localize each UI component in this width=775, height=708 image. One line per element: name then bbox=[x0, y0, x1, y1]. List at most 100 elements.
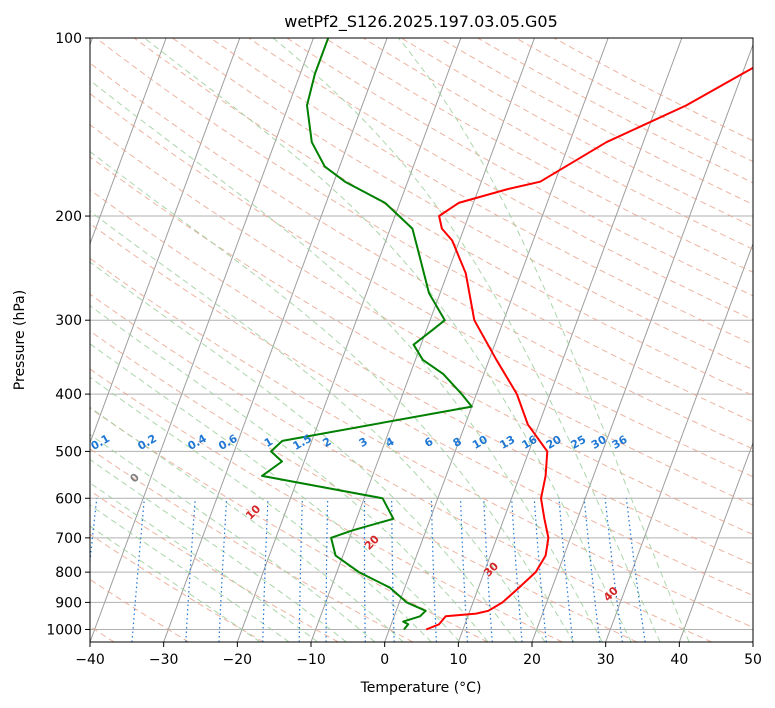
isotherm-line bbox=[90, 38, 314, 642]
moist-adiabat-line bbox=[90, 79, 603, 642]
isotherm-line bbox=[384, 38, 609, 642]
moist-adiabat-line bbox=[90, 261, 517, 642]
dry-adiabat-line bbox=[515, 38, 753, 163]
x-axis-title: Temperature (°C) bbox=[360, 680, 482, 696]
mixing-ratio-line bbox=[218, 498, 228, 642]
y-axis-title: Pressure (hPa) bbox=[12, 290, 28, 390]
dry-adiabat-label: 0 bbox=[127, 470, 142, 485]
mixing-ratio-line bbox=[298, 498, 303, 642]
dry-adiabat-line bbox=[90, 407, 488, 642]
mixing-ratio-label: 13 bbox=[497, 433, 517, 452]
dewpoint-profile-line bbox=[261, 38, 473, 631]
mixing-ratio-label: 36 bbox=[610, 433, 630, 452]
mixing-ratio-line bbox=[391, 498, 395, 642]
isotherm-line bbox=[90, 38, 167, 246]
x-tick-label: −40 bbox=[75, 652, 105, 668]
dry-adiabat-line bbox=[90, 189, 753, 566]
dry-adiabat-line bbox=[90, 578, 190, 642]
mixing-ratio-line bbox=[131, 498, 145, 642]
dry-adiabat-line bbox=[90, 533, 264, 642]
dry-adiabat-line bbox=[248, 38, 753, 321]
y-tick-label: 500 bbox=[55, 444, 82, 460]
isotherm-line bbox=[605, 242, 753, 642]
x-tick-label: −20 bbox=[223, 652, 253, 668]
dry-adiabat-line bbox=[90, 257, 753, 628]
y-tick-label: 200 bbox=[55, 209, 82, 225]
moist-adiabat-line bbox=[90, 525, 261, 642]
mixing-ratio-line bbox=[363, 498, 366, 642]
y-tick-label: 700 bbox=[55, 531, 82, 547]
mixing-ratio-label: 8 bbox=[451, 435, 464, 450]
y-tick-label: 900 bbox=[55, 595, 82, 611]
mixing-ratio-line bbox=[185, 498, 196, 642]
mixing-ratio-line bbox=[90, 498, 98, 567]
isotherm-line bbox=[531, 43, 753, 642]
moist-adiabat-line bbox=[90, 482, 319, 642]
dry-adiabat-line bbox=[90, 330, 638, 642]
temperature-profile-line bbox=[425, 66, 753, 631]
dry-adiabat-label: 10 bbox=[243, 502, 263, 522]
moist-adiabat-line bbox=[90, 504, 290, 642]
mixing-ratio-line bbox=[483, 498, 493, 642]
isotherm-line bbox=[90, 38, 241, 445]
isotherm-line bbox=[236, 38, 462, 642]
y-tick-label: 100 bbox=[55, 31, 82, 47]
dry-adiabat-line bbox=[90, 368, 563, 642]
dry-adiabat-line bbox=[439, 38, 753, 206]
mixing-ratio-label: 4 bbox=[383, 435, 396, 450]
moist-adiabat-line bbox=[90, 406, 404, 642]
dry-adiabat-label: 20 bbox=[362, 532, 382, 552]
isotherm-line bbox=[310, 38, 535, 642]
x-tick-label: 30 bbox=[597, 652, 615, 668]
x-tick-label: 50 bbox=[744, 652, 762, 668]
dry-adiabat-line bbox=[401, 38, 753, 228]
x-tick-label: −30 bbox=[149, 652, 179, 668]
mixing-ratio-line bbox=[533, 498, 547, 642]
background-lines-layer bbox=[90, 38, 753, 642]
mixing-ratio-line bbox=[430, 498, 437, 642]
moist-adiabat-line bbox=[398, 38, 690, 642]
y-tick-label: 1000 bbox=[46, 622, 82, 638]
mixing-ratio-label: 3 bbox=[357, 435, 370, 450]
mixing-ratio-label: 0.4 bbox=[185, 432, 209, 453]
plot-frame bbox=[89, 37, 754, 643]
moist-adiabat-line bbox=[143, 38, 632, 642]
y-tick-label: 400 bbox=[55, 387, 82, 403]
mixing-ratio-line bbox=[459, 498, 469, 642]
dry-adiabat-line bbox=[90, 124, 753, 506]
moist-adiabat-line bbox=[90, 305, 489, 642]
mixing-ratio-line bbox=[558, 498, 574, 642]
dry-adiabat-line bbox=[90, 448, 414, 642]
mixing-ratio-line bbox=[625, 498, 646, 642]
isotherm-line bbox=[678, 441, 753, 642]
dry-adiabat-line bbox=[90, 92, 753, 478]
x-tick-label: 20 bbox=[523, 652, 541, 668]
moist-adiabat-line bbox=[90, 376, 432, 642]
y-tick-label: 300 bbox=[55, 313, 82, 329]
chart-title: wetPf2_S126.2025.197.03.05.G05 bbox=[284, 12, 558, 32]
dry-adiabat-line bbox=[133, 38, 753, 397]
x-tick-label: 10 bbox=[449, 652, 467, 668]
dry-adiabat-line bbox=[90, 223, 753, 597]
mixing-ratio-label: 0.1 bbox=[89, 432, 112, 453]
y-tick-label: 600 bbox=[55, 491, 82, 507]
mixing-ratio-line bbox=[325, 498, 329, 642]
mixing-ratio-label: 1 bbox=[262, 435, 275, 450]
mixing-ratio-label: 20 bbox=[544, 433, 564, 452]
mixing-ratio-line bbox=[262, 498, 269, 642]
dry-adiabat-line bbox=[90, 293, 712, 642]
dry-adiabat-line bbox=[90, 490, 339, 642]
x-tick-label: 0 bbox=[380, 652, 389, 668]
isotherm-line bbox=[457, 38, 683, 642]
dry-adiabat-label: 30 bbox=[481, 559, 501, 579]
x-tick-label: −10 bbox=[296, 652, 326, 668]
y-tick-label: 800 bbox=[55, 565, 82, 581]
line-labels-layer: 0.1 0.2 0.4 0.6 1 1.5 2 3 4 6 8 10 13 16 20 25 30 3601020… bbox=[89, 432, 630, 604]
mixing-ratio-label: 0.2 bbox=[135, 432, 158, 453]
dry-adiabat-line bbox=[477, 38, 753, 184]
dry-adiabat-line bbox=[362, 38, 753, 250]
x-tick-label: 40 bbox=[670, 652, 688, 668]
moist-adiabat-line bbox=[272, 38, 661, 642]
dry-adiabat-line bbox=[210, 38, 753, 346]
